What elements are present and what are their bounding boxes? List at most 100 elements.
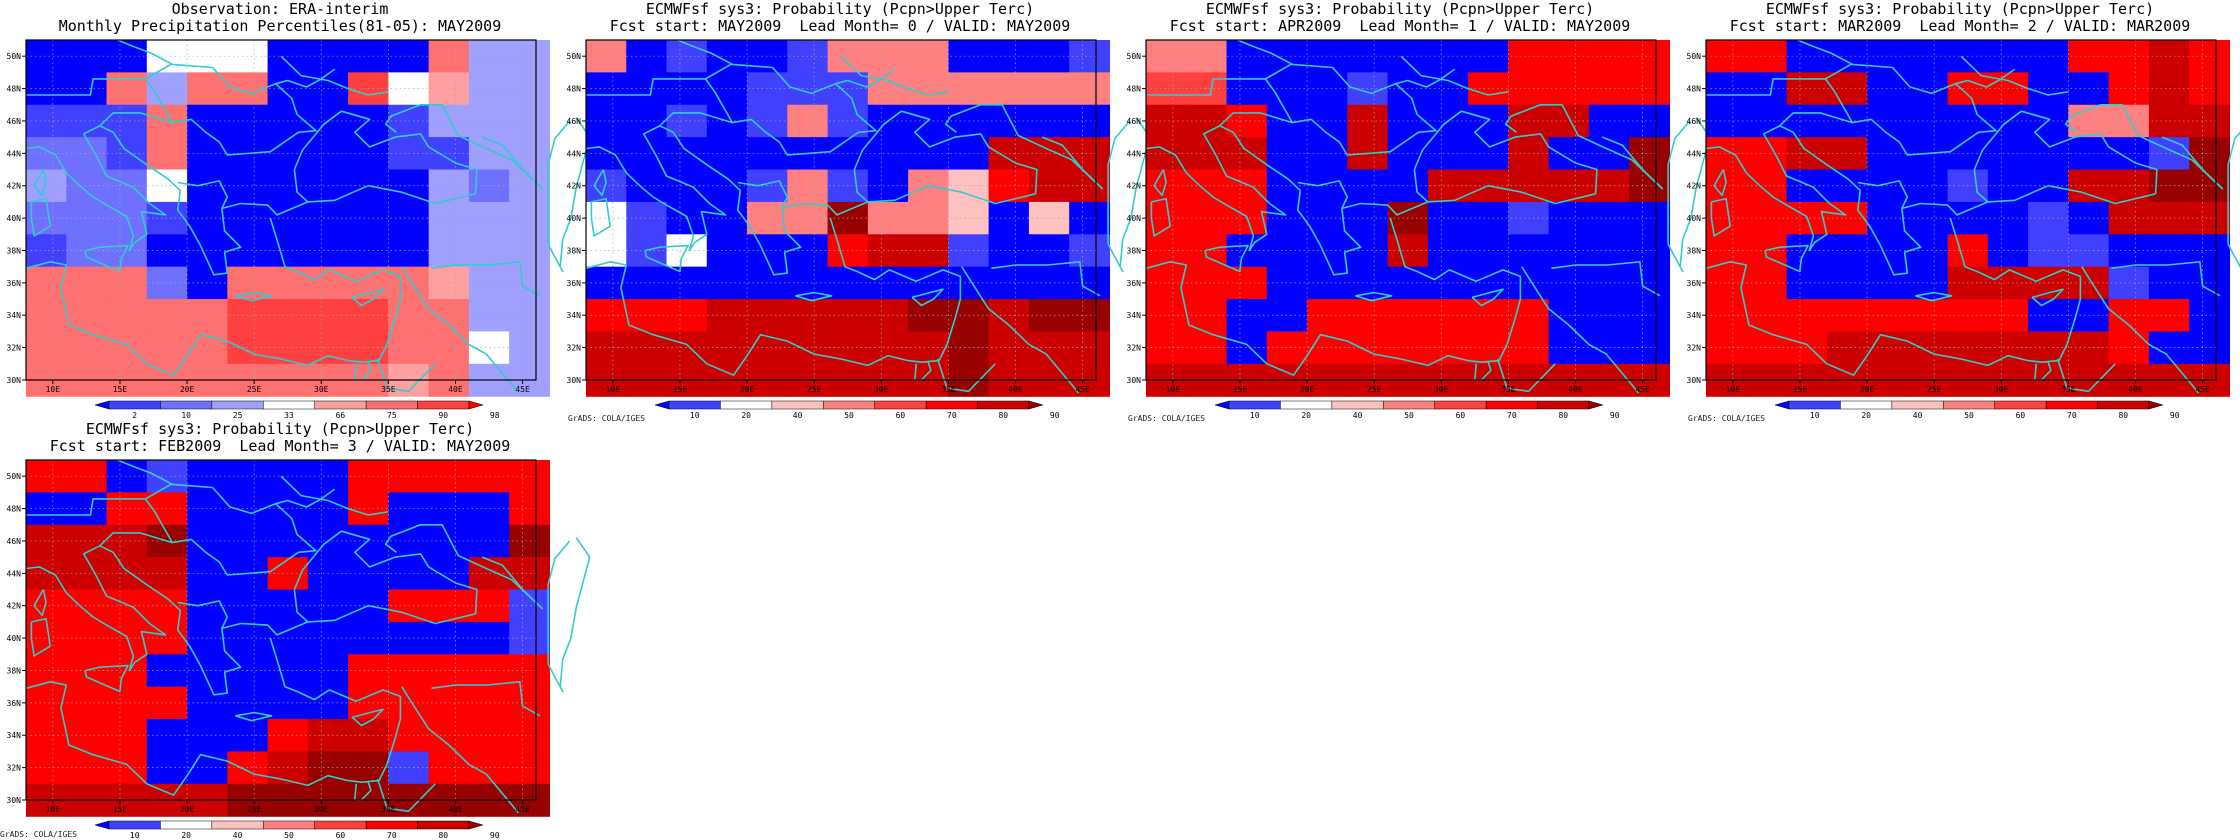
- coastline: [25, 545, 476, 696]
- grid-cell: [2189, 201, 2231, 235]
- coastline: [482, 556, 544, 610]
- grid-cell: [666, 137, 708, 171]
- colorbar-segment: [94, 400, 110, 410]
- grid-cell: [1826, 137, 1868, 171]
- lat-tick-label: 42N: [1687, 182, 1702, 191]
- coastline: [593, 169, 607, 197]
- map-frame: [25, 39, 537, 381]
- grid-cell: [106, 40, 148, 73]
- grid-cell: [1226, 40, 1268, 73]
- grid-cell: [1069, 169, 1111, 203]
- grid-cell: [468, 266, 510, 300]
- coastline: [944, 104, 1104, 190]
- grid-cell: [509, 299, 551, 333]
- grads-footer: GrADS: COLA/IGES: [1688, 414, 1766, 423]
- grid-cell: [1146, 331, 1187, 365]
- colorbar-label: 40: [1353, 411, 1363, 420]
- lon-tick-label: 10E: [1726, 385, 1741, 394]
- colorbar-label: 90: [438, 411, 448, 420]
- coastlines: [25, 39, 591, 394]
- grid-cell: [1588, 72, 1630, 106]
- grid-cell: [1826, 299, 1868, 333]
- lon-tick-label: 30E: [314, 805, 329, 814]
- colorbar-segment: [823, 400, 875, 410]
- grid-cell: [146, 137, 188, 171]
- coastline: [26, 498, 146, 516]
- coastline: [1521, 266, 1640, 394]
- lat-tick-label: 30N: [567, 376, 582, 385]
- coastline: [936, 358, 996, 393]
- coastline: [644, 244, 689, 273]
- colorbar-segment: [263, 400, 315, 410]
- grid-cell: [26, 751, 67, 785]
- lat-tick-label: 50N: [567, 52, 582, 61]
- colorbar-label: 70: [387, 831, 397, 840]
- lat-tick-label: 42N: [1127, 182, 1142, 191]
- coastline: [25, 125, 476, 276]
- grid-cell: [26, 40, 67, 73]
- lat-tick-label: 32N: [7, 764, 22, 773]
- map-frame: [1145, 39, 1657, 381]
- grid-cell: [666, 331, 708, 365]
- grid-cell: [666, 72, 708, 106]
- coastline: [351, 708, 384, 727]
- coastline: [991, 260, 1101, 297]
- colorbar-segment: [365, 820, 418, 830]
- coastline: [401, 266, 520, 394]
- grid-cell: [509, 104, 551, 138]
- colorbar-segment: [668, 400, 721, 410]
- grid-cell: [26, 169, 67, 203]
- lon-tick-label: 45E: [1075, 385, 1090, 394]
- grid-cell: [1226, 266, 1268, 300]
- lon-tick-label: 40E: [1008, 385, 1023, 394]
- map-frame: [585, 39, 1097, 381]
- coastline: [1706, 78, 1826, 96]
- grid-cell: [146, 557, 188, 591]
- lat-tick-label: 38N: [7, 666, 22, 675]
- lat-tick-label: 30N: [1127, 376, 1142, 385]
- colorbar-segment: [1228, 400, 1281, 410]
- colorbar-label: 90: [1050, 411, 1060, 420]
- grid-cell: [509, 331, 551, 365]
- lat-tick-label: 34N: [1687, 311, 1702, 320]
- grid-cell: [2148, 266, 2190, 300]
- grid-cell: [1629, 40, 1671, 73]
- grid-cell: [26, 299, 67, 333]
- grid-cell: [26, 654, 67, 688]
- colorbar-label: 60: [896, 411, 906, 420]
- panel-observation: Observation: ERA-interim Monthly Precipi…: [0, 0, 591, 420]
- grid-cell: [1266, 266, 1308, 300]
- grid-cell: [509, 137, 551, 171]
- coastline: [677, 39, 733, 66]
- grid-cell: [1146, 266, 1187, 300]
- lat-tick-label: 40N: [7, 634, 22, 643]
- coastline: [293, 530, 478, 623]
- colorbar-label: 70: [947, 411, 957, 420]
- lat-tick-label: 48N: [7, 85, 22, 94]
- colorbar-label: 60: [1456, 411, 1466, 420]
- coastline: [1710, 197, 1732, 237]
- colorbar-label: 10: [130, 831, 140, 840]
- grid-cell: [66, 492, 108, 526]
- panel-forecast-lead0: ECMWFsf sys3: Probability (Pcpn>Upper Te…: [560, 0, 1151, 423]
- colorbar-segment: [1383, 400, 1435, 410]
- colorbar-segment: [1331, 400, 1384, 410]
- grid-cell: [1028, 137, 1070, 171]
- coastlines: [585, 39, 1151, 394]
- grid-cell: [26, 137, 67, 171]
- grid-cell: [509, 266, 551, 300]
- lon-tick-label: 45E: [2195, 385, 2210, 394]
- grid-cell: [509, 460, 551, 493]
- grid-cell: [2148, 201, 2190, 235]
- grid-cell: [1266, 299, 1308, 333]
- panel-title-line2: Fcst start: MAY2009 Lead Month= 0 / VALI…: [609, 17, 1071, 35]
- grid-cell: [468, 719, 510, 753]
- grid-cell: [1706, 40, 1747, 73]
- grid-cell: [26, 72, 67, 106]
- grid-cell: [1706, 169, 1747, 203]
- grid-cell: [1786, 331, 1828, 365]
- grid-cell: [586, 266, 627, 300]
- grid-cell: [468, 40, 510, 73]
- colorbar-segment: [211, 400, 264, 410]
- grid-cell: [146, 589, 188, 623]
